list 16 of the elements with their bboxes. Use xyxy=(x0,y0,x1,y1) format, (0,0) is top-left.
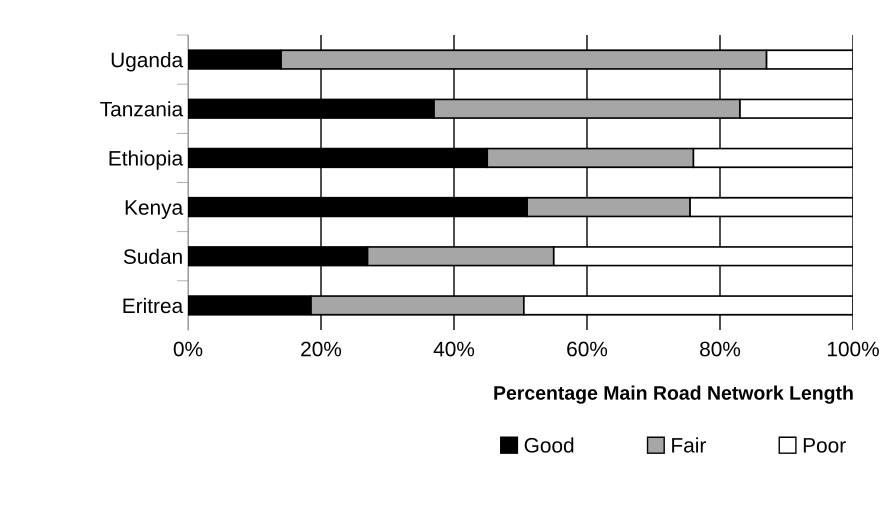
legend-label: Fair xyxy=(672,437,706,453)
x-tick-label: 0% xyxy=(174,342,202,356)
x-tick-label: 80% xyxy=(700,342,740,356)
x-tick-label: 60% xyxy=(567,342,608,356)
y-tick-label: Kenya xyxy=(126,200,184,219)
y-tick-label: Uganda xyxy=(112,52,184,72)
legend-label: Poor xyxy=(804,438,846,453)
x-tick-label: 40% xyxy=(434,342,474,356)
x-tick-label: 20% xyxy=(301,342,342,356)
x-tick-label: 100% xyxy=(828,342,879,356)
y-tick-label: Sudan xyxy=(124,248,182,264)
y-tick-label: Eritrea xyxy=(123,298,184,314)
x-axis-title: Percentage Main Road Network Length xyxy=(494,386,853,404)
legend-label: Good xyxy=(524,437,574,453)
y-tick-label: Tanzania xyxy=(100,101,184,117)
y-tick-label: Ethiopia xyxy=(110,150,184,170)
